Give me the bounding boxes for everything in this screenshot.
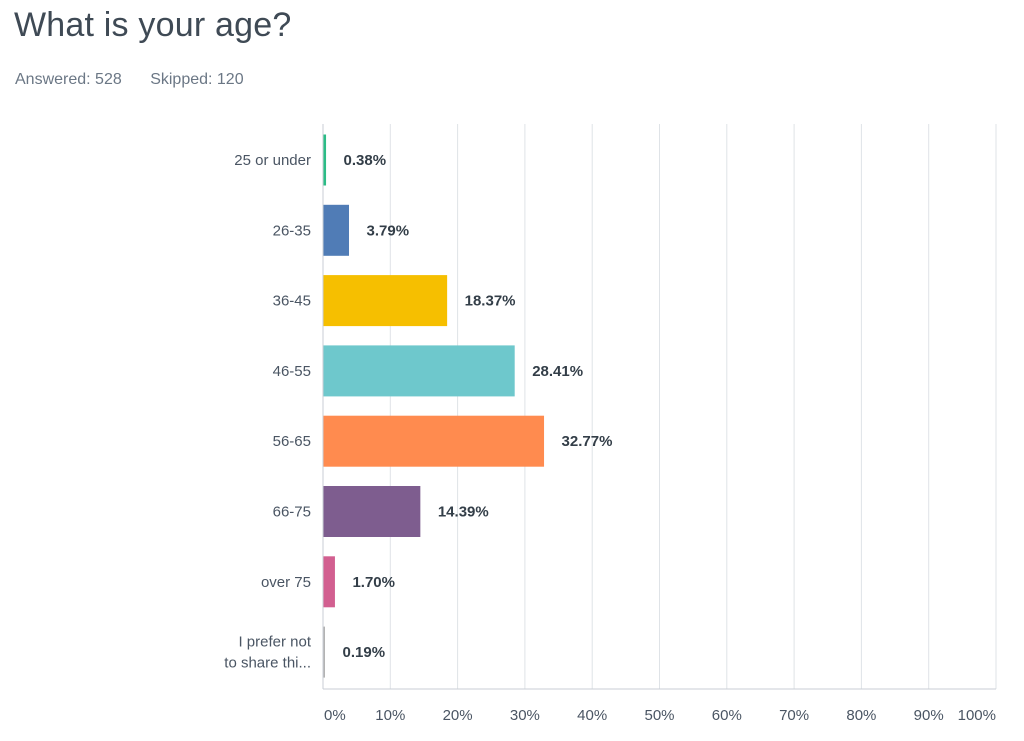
x-tick-label: 100% (958, 707, 996, 724)
bar (323, 134, 327, 186)
x-tick-label: 40% (577, 707, 607, 724)
data-label: 14.39% (438, 504, 489, 521)
bar (323, 486, 421, 537)
bar (323, 626, 325, 678)
data-label: 0.38% (344, 152, 387, 169)
data-label: 1.70% (352, 574, 395, 591)
category-label: to share thi... (224, 655, 311, 672)
x-tick-label: 80% (846, 707, 876, 724)
data-label: 28.41% (532, 363, 583, 380)
bar (323, 275, 448, 327)
category-label: I prefer not (238, 634, 311, 651)
category-label: 46-55 (273, 363, 311, 380)
x-tick-label: 10% (375, 707, 405, 724)
category-label: 26-35 (273, 222, 311, 239)
x-tick-label: 0% (324, 707, 346, 724)
x-tick-label: 20% (443, 707, 473, 724)
x-tick-label: 90% (914, 707, 944, 724)
category-label: 25 or under (234, 152, 311, 169)
data-label: 18.37% (465, 293, 516, 310)
category-label: 36-45 (273, 293, 311, 310)
x-tick-label: 50% (644, 707, 674, 724)
data-label: 0.19% (343, 644, 386, 661)
category-label: over 75 (261, 574, 311, 591)
question-title: What is your age? (14, 6, 292, 44)
category-label: 66-75 (273, 504, 311, 521)
x-tick-label: 70% (779, 707, 809, 724)
data-label: 3.79% (367, 222, 410, 239)
data-label: 32.77% (562, 433, 613, 450)
x-tick-label: 30% (510, 707, 540, 724)
response-stats: Answered: 528 Skipped: 120 (15, 71, 268, 89)
bar (323, 345, 515, 397)
bar (323, 415, 545, 467)
skipped-count: Skipped: 120 (150, 71, 244, 88)
answered-count: Answered: 528 (15, 71, 122, 88)
x-tick-label: 60% (712, 707, 742, 724)
category-label: 56-65 (273, 433, 311, 450)
bar (323, 204, 350, 256)
bar (323, 556, 335, 608)
